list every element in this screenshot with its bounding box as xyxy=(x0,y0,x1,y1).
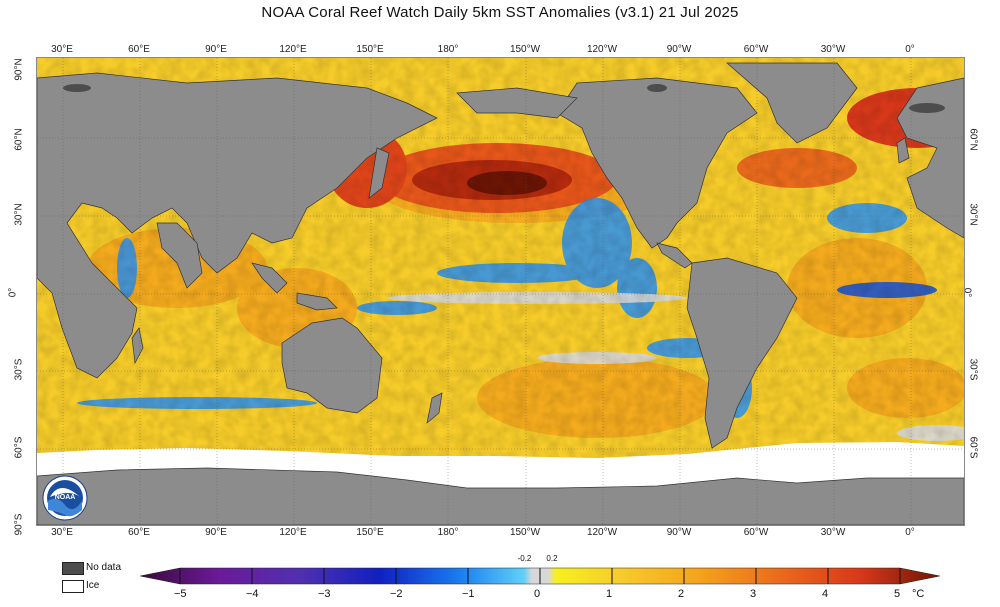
british-isles xyxy=(896,137,910,164)
no-data-swatch xyxy=(62,562,84,575)
colorbar-small-tick-label: 0.2 xyxy=(546,554,558,563)
japan xyxy=(368,147,390,199)
alaska xyxy=(456,87,578,119)
lat-label: 30°S xyxy=(967,358,979,381)
colorbar-tick-label: 0 xyxy=(534,588,541,600)
afro-eurasia xyxy=(37,72,438,379)
map-title: NOAA Coral Reef Watch Daily 5km SST Anom… xyxy=(261,4,739,21)
lat-label: 60°S xyxy=(967,436,979,459)
no-data-label: No data xyxy=(86,562,122,573)
lon-label: 60°W xyxy=(743,44,769,55)
colorbar-tick-label: −5 xyxy=(174,588,187,600)
south-america xyxy=(686,257,798,449)
ice-swatch xyxy=(62,580,84,593)
map-canvas xyxy=(37,58,964,525)
no-data-areas xyxy=(63,84,945,113)
lon-label: 30°E xyxy=(51,527,73,538)
lon-label: 60°E xyxy=(128,44,150,55)
lon-label: 90°E xyxy=(205,44,227,55)
madagascar xyxy=(131,327,144,365)
lon-label: 120°W xyxy=(586,527,618,538)
ice-label: Ice xyxy=(86,580,100,591)
logo-text: NOAA xyxy=(55,494,76,501)
new-zealand xyxy=(426,392,443,424)
lon-label: 30°W xyxy=(820,44,846,55)
colorbar-tick-label: 5 xyxy=(894,588,901,600)
lon-label: 180° xyxy=(437,527,459,538)
sst-anomaly-map xyxy=(36,57,965,526)
lat-label: 60°S xyxy=(13,436,25,459)
lat-label: 30°N xyxy=(967,203,979,226)
colorbar-tick-label: 2 xyxy=(678,588,685,600)
lon-label: 150°E xyxy=(356,527,384,538)
antarctica xyxy=(37,467,964,525)
lon-label: 60°W xyxy=(743,527,769,538)
lon-label: 90°W xyxy=(666,527,692,538)
europe-africa-east-edge xyxy=(896,77,964,239)
new-guinea xyxy=(296,292,338,311)
india xyxy=(156,222,203,289)
lon-label: 60°E xyxy=(128,527,150,538)
lon-label: 120°E xyxy=(279,44,307,55)
lon-label: 30°E xyxy=(51,44,73,55)
colorbar-tick-label: −1 xyxy=(462,588,475,600)
lon-label: 120°W xyxy=(586,44,618,55)
colorbar-tick-label: −4 xyxy=(246,588,259,600)
lon-label: 90°E xyxy=(205,527,227,538)
colorbar-tick-label: 3 xyxy=(750,588,757,600)
lon-label: 150°W xyxy=(509,44,541,55)
lon-label: 0° xyxy=(905,527,915,538)
lat-label: 90°N xyxy=(13,58,25,81)
colorbar-small-tick-label: -0.2 xyxy=(517,554,532,563)
colorbar-tick-label: −3 xyxy=(318,588,331,600)
central-america xyxy=(656,242,693,269)
noaa-logo: NOAA xyxy=(42,475,88,521)
unit-label: °C xyxy=(912,588,925,600)
lon-label: 30°W xyxy=(820,527,846,538)
lon-label: 150°E xyxy=(356,44,384,55)
lat-label: 60°N xyxy=(13,128,25,151)
lat-label: 0° xyxy=(7,287,19,298)
lat-label: 30°N xyxy=(13,203,25,226)
land-masses xyxy=(37,62,964,525)
lat-label: 90°S xyxy=(13,513,25,536)
borneo xyxy=(251,262,288,294)
lon-label: 90°W xyxy=(666,44,692,55)
lon-label: 0° xyxy=(905,44,915,55)
lat-label: 30°S xyxy=(13,358,25,381)
colorbar xyxy=(140,567,940,585)
lon-label: 180° xyxy=(437,44,459,55)
lat-label: 60°N xyxy=(967,128,979,151)
lon-label: 150°W xyxy=(509,527,541,538)
colorbar-tick-label: 1 xyxy=(606,588,613,600)
colorbar-tick-label: −2 xyxy=(390,588,403,600)
greenland xyxy=(726,62,858,144)
colorbar-tick-label: 4 xyxy=(822,588,829,600)
australia xyxy=(281,317,383,414)
north-america xyxy=(556,77,758,249)
lon-label: 120°E xyxy=(279,527,307,538)
